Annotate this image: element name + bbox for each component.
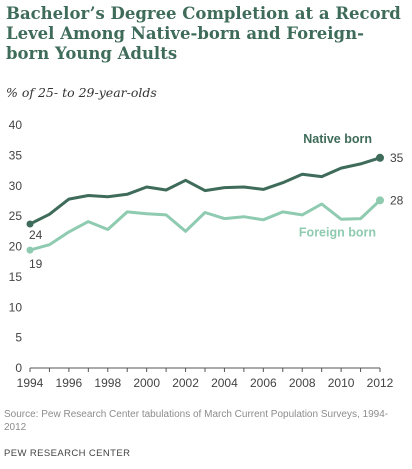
series-line-native-born: [28, 156, 382, 226]
y-tick-label: 15: [9, 270, 23, 284]
y-tick-label: 20: [9, 240, 23, 254]
x-tick-label: 2000: [133, 376, 160, 390]
x-tick-label: 2006: [250, 376, 277, 390]
x-tick-label: 1998: [94, 376, 121, 390]
series-line-foreign-born: [28, 198, 382, 252]
x-tick-label: 2002: [172, 376, 199, 390]
end-value-label: 28: [390, 193, 404, 207]
y-tick-label: 30: [9, 179, 23, 193]
chart-title: Bachelor’s Degree Completion at a Record…: [6, 4, 401, 63]
end-value-label: 35: [390, 151, 404, 165]
y-axis: 0 5 10 15 20 25 30 35 40: [9, 118, 23, 375]
y-tick-label: 10: [9, 300, 23, 314]
series-native-born: 24 35 Native born: [26, 132, 404, 242]
series-layer: 24 35 Native born 19 28 Foreign born: [26, 132, 404, 271]
start-point: [26, 246, 34, 254]
organization-credit: PEW RESEARCH CENTER: [4, 448, 131, 459]
end-point: [376, 196, 384, 205]
y-tick-label: 0: [15, 361, 22, 375]
x-tick-label: 2004: [211, 376, 238, 390]
x-tick-label: 2008: [289, 376, 316, 390]
y-tick-label: 5: [15, 331, 22, 345]
source-note: Source: Pew Research Center tabulations …: [4, 409, 389, 433]
x-tick-label: 2010: [328, 376, 355, 390]
start-value-label: 24: [29, 228, 43, 242]
y-tick-label: 40: [9, 118, 23, 132]
x-tick-label: 2012: [367, 376, 394, 390]
series-name-label: Foreign born: [299, 225, 376, 239]
end-point: [376, 153, 384, 162]
start-value-label: 19: [29, 257, 43, 271]
series-foreign-born: 19 28 Foreign born: [26, 193, 404, 271]
x-tick-label: 1994: [17, 376, 44, 390]
chart-subtitle: % of 25- to 29-year-olds: [6, 85, 157, 100]
series-name-label: Native born: [303, 132, 372, 146]
start-point: [26, 220, 34, 228]
x-tick-label: 1996: [56, 376, 83, 390]
x-axis: 1994 1996 1998 2000 2002 2004 2006 2008 2010 2012: [17, 367, 394, 390]
y-tick-label: 25: [9, 209, 23, 223]
y-tick-label: 35: [9, 148, 23, 162]
